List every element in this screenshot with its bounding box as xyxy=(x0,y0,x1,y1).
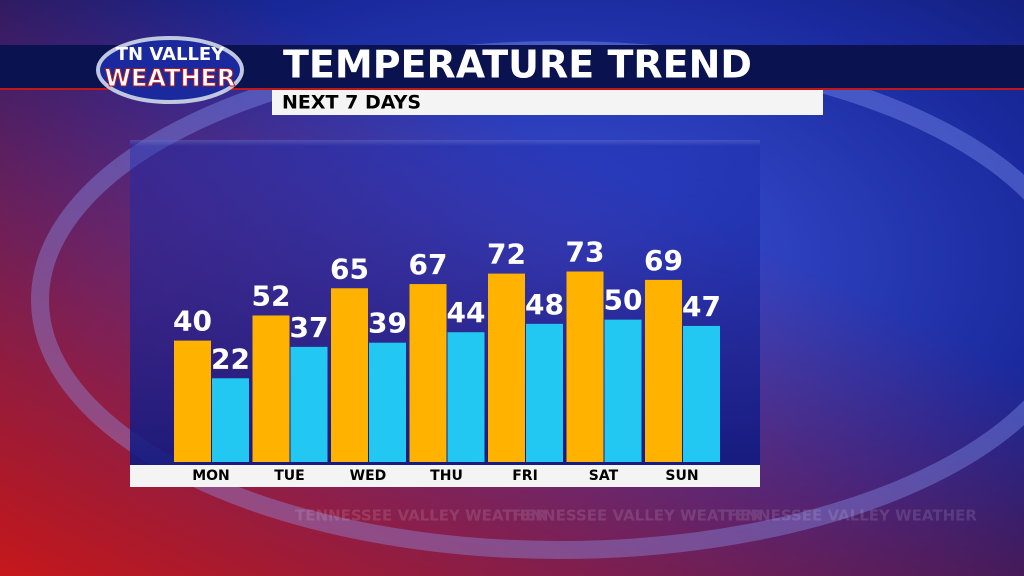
day-strip xyxy=(130,465,760,487)
watermark: TENNESSEE VALLEY WEATHER xyxy=(295,507,547,525)
value-label: 22 xyxy=(211,342,250,375)
bar xyxy=(369,342,406,462)
subtitle-box xyxy=(272,90,823,115)
value-label: 48 xyxy=(525,288,564,321)
chart-subtitle: NEXT 7 DAYS xyxy=(282,92,421,114)
x-tick-label: MON xyxy=(192,468,230,484)
watermark: TENNESSEE VALLEY WEATHER xyxy=(510,507,762,525)
title-rule xyxy=(0,88,1024,90)
bar xyxy=(331,288,368,462)
value-label: 44 xyxy=(447,296,486,329)
x-tick-label: FRI xyxy=(512,468,538,484)
bar xyxy=(447,332,485,462)
watermark: TENNESSEE VALLEY WEATHER xyxy=(725,507,977,525)
x-tick-label: TUE xyxy=(274,468,304,484)
bar xyxy=(409,284,447,462)
value-label: 50 xyxy=(604,284,643,317)
logo-line1: TN VALLEY xyxy=(116,44,225,65)
value-label: 69 xyxy=(644,244,683,277)
bar xyxy=(174,340,211,462)
value-label: 47 xyxy=(682,290,721,323)
value-label: 52 xyxy=(252,279,291,312)
x-tick-label: SAT xyxy=(589,468,619,484)
x-tick-label: SUN xyxy=(665,468,698,484)
bar xyxy=(526,323,563,462)
bar xyxy=(252,315,290,462)
x-tick-label: WED xyxy=(350,468,387,484)
bar xyxy=(488,273,525,462)
logo-badge xyxy=(96,36,244,104)
bar xyxy=(212,378,249,462)
bar xyxy=(566,271,604,462)
chart-title: TEMPERATURE TREND xyxy=(283,43,752,87)
bar xyxy=(645,279,682,462)
value-label: 72 xyxy=(487,238,526,271)
panel-shine xyxy=(130,140,760,146)
value-label: 65 xyxy=(330,252,369,285)
logo-line2: WEATHER xyxy=(105,64,236,92)
value-label: 67 xyxy=(409,248,448,281)
value-label: 37 xyxy=(290,311,329,344)
value-label: 39 xyxy=(368,307,407,340)
value-label: 73 xyxy=(566,236,605,269)
x-tick-label: THU xyxy=(430,468,463,484)
bar xyxy=(290,346,328,462)
value-label: 40 xyxy=(173,305,212,338)
bar xyxy=(604,319,642,462)
bar xyxy=(683,325,720,462)
